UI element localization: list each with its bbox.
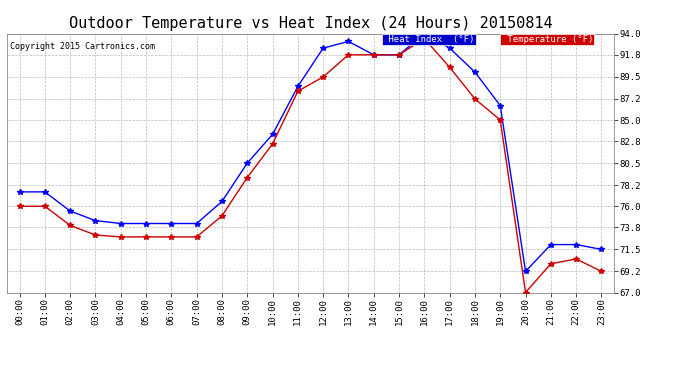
Text: Temperature (°F): Temperature (°F) bbox=[502, 35, 593, 44]
Title: Outdoor Temperature vs Heat Index (24 Hours) 20150814: Outdoor Temperature vs Heat Index (24 Ho… bbox=[69, 16, 552, 31]
Text: Heat Index  (°F): Heat Index (°F) bbox=[384, 35, 475, 44]
Text: Copyright 2015 Cartronics.com: Copyright 2015 Cartronics.com bbox=[10, 42, 155, 51]
